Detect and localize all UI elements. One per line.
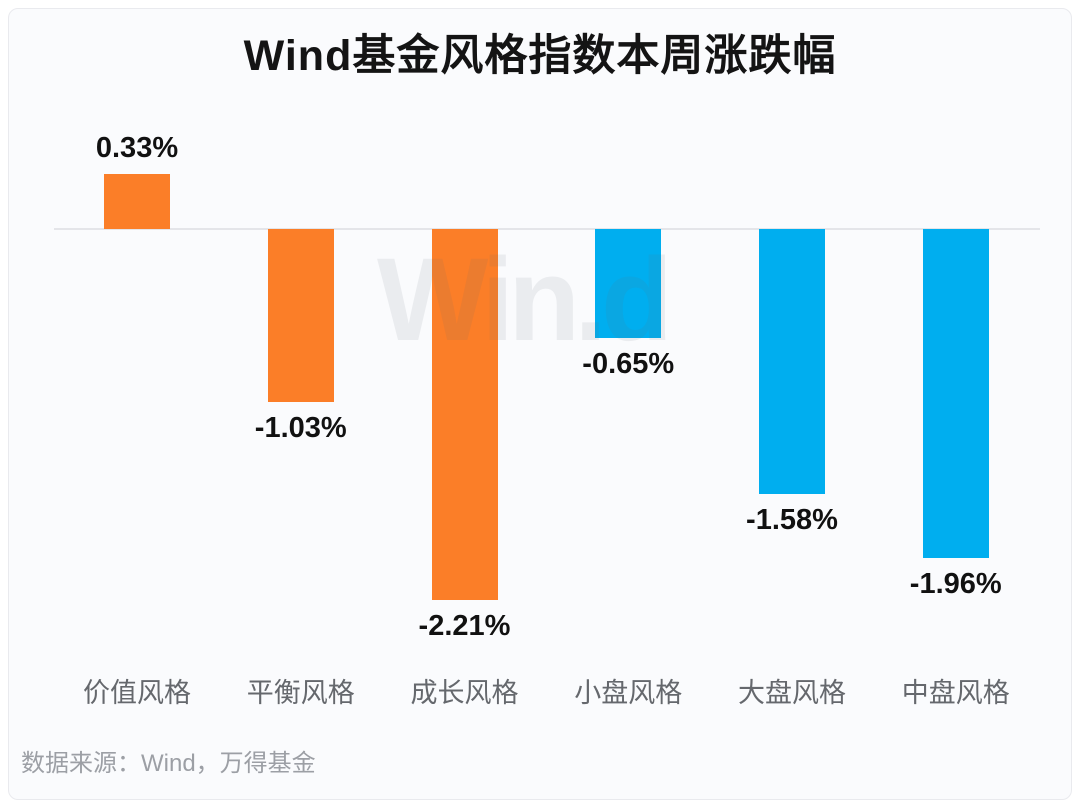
data-source: 数据来源：Wind，万得基金	[21, 750, 316, 777]
category-label: 平衡风格	[246, 678, 355, 708]
category-label: 大盘风格	[738, 678, 846, 708]
value-label: -1.03%	[254, 412, 347, 445]
chart-title: Wind基金风格指数本周涨跌幅	[243, 32, 837, 80]
chart-card: Wind基金风格指数本周涨跌幅 0.33% 价值风格 -1.03% 平衡风格 -2.21…	[8, 8, 1072, 800]
category-label: 小盘风格	[574, 678, 683, 708]
category-label: 中盘风格	[901, 678, 1010, 708]
bar	[595, 229, 662, 339]
value-label: 0.33%	[95, 131, 179, 164]
category-label: 价值风格	[83, 678, 191, 708]
bar	[759, 229, 825, 495]
category-label: 成长风格	[410, 678, 519, 708]
value-label: -1.96%	[909, 568, 1002, 601]
value-label: -0.65%	[582, 348, 675, 381]
value-label: -2.21%	[418, 610, 511, 643]
zero-axis-line	[54, 228, 1040, 230]
bar	[922, 229, 989, 559]
value-label: -1.58%	[746, 504, 838, 537]
bar	[431, 229, 498, 601]
bar	[104, 173, 170, 229]
bar	[267, 229, 334, 403]
